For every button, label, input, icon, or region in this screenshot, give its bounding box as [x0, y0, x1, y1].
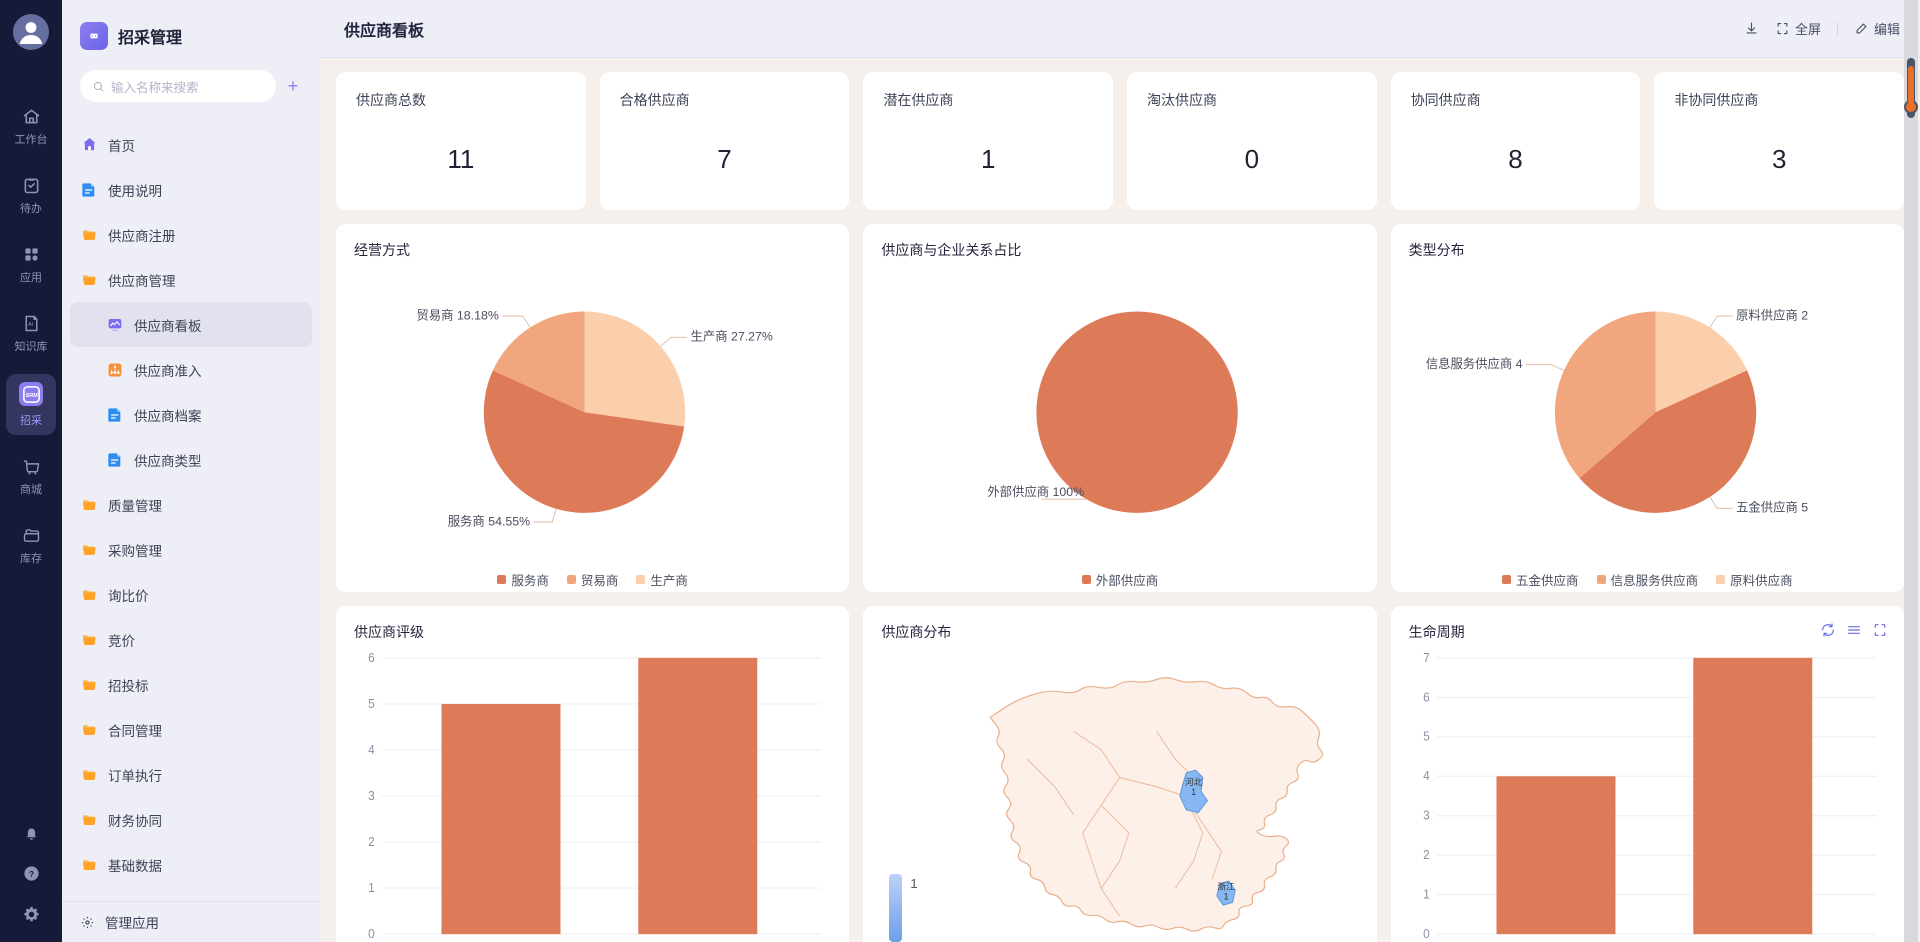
- svg-text:?: ?: [28, 869, 33, 879]
- svg-text:3: 3: [368, 789, 375, 804]
- svg-text:服务商 54.55%: 服务商 54.55%: [447, 513, 529, 528]
- svg-text:0: 0: [1423, 927, 1430, 942]
- svg-text:2: 2: [368, 835, 375, 850]
- svg-text:4: 4: [1423, 769, 1430, 784]
- svg-text:7: 7: [1423, 650, 1430, 665]
- svg-text:1: 1: [1224, 892, 1229, 902]
- svg-text:外部供应商 100%: 外部供应商 100%: [987, 484, 1084, 499]
- svg-text:5: 5: [1423, 729, 1430, 744]
- svg-text:1: 1: [368, 881, 375, 896]
- svg-text:AI: AI: [28, 322, 33, 328]
- svg-text:信息服务供应商 4: 信息服务供应商 4: [1426, 356, 1523, 371]
- svg-text:0: 0: [368, 927, 375, 942]
- svg-text:3: 3: [1423, 808, 1430, 823]
- svg-text:5: 5: [368, 696, 375, 711]
- svg-text:浙江: 浙江: [1218, 880, 1236, 891]
- svg-text:SRM: SRM: [25, 392, 38, 398]
- svg-text:6: 6: [1423, 690, 1430, 705]
- svg-text:生产商 27.27%: 生产商 27.27%: [690, 329, 772, 344]
- svg-text:五金供应商 5: 五金供应商 5: [1736, 500, 1808, 515]
- svg-text:河北: 河北: [1185, 776, 1203, 787]
- svg-text:4: 4: [368, 742, 375, 757]
- svg-text:1: 1: [1423, 887, 1430, 902]
- svg-text:6: 6: [368, 650, 375, 665]
- svg-text:贸易商 18.18%: 贸易商 18.18%: [416, 307, 498, 322]
- svg-text:原料供应商 2: 原料供应商 2: [1736, 307, 1808, 322]
- svg-text:2: 2: [1423, 848, 1430, 863]
- svg-text:1: 1: [1192, 787, 1197, 797]
